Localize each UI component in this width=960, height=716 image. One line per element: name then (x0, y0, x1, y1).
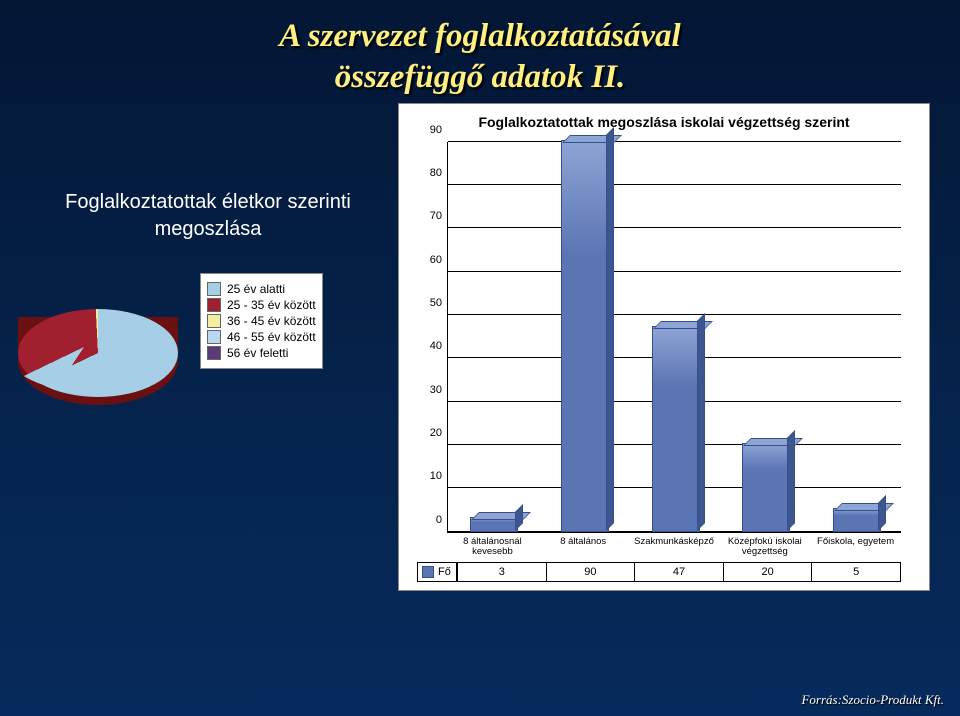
ytick-label: 60 (430, 254, 448, 266)
pie-chart (18, 273, 188, 433)
gridline (448, 184, 901, 185)
gridline (448, 314, 901, 315)
chart-row: Foglalkoztatottak életkor szerinti megos… (0, 99, 960, 592)
series-name: Fő (438, 566, 451, 578)
xtick-label: Középfokú iskolai végzettség (719, 537, 810, 559)
ytick-label: 30 (430, 384, 448, 396)
pie-legend-swatch (207, 282, 221, 296)
pie-wrap: 25 év alatti 25 - 35 év között 36 - 45 év … (18, 273, 398, 433)
ytick-label: 70 (430, 210, 448, 222)
bar (652, 326, 700, 532)
pie-legend-swatch (207, 346, 221, 360)
page-title: A szervezet foglalkoztatásával összefügg… (0, 0, 960, 99)
pie-legend-item: 56 év feletti (207, 346, 316, 360)
ytick-label: 0 (436, 514, 448, 526)
bar (833, 508, 881, 532)
pie-legend-swatch (207, 330, 221, 344)
bar-xaxis: 8 általánosnál kevesebb8 általánosSzakmu… (447, 537, 901, 559)
ytick-label: 80 (430, 167, 448, 179)
pie-exploded-slice (4, 303, 164, 391)
pie-panel: Foglalkoztatottak életkor szerinti megos… (18, 103, 398, 592)
bar-plot: 0102030405060708090 (447, 142, 901, 533)
ytick-label: 90 (430, 124, 448, 136)
series-swatch (422, 566, 434, 578)
data-table-cell: 20 (723, 563, 812, 581)
bar (470, 517, 518, 532)
source-text: Forrás:Szocio-Produkt Kft. (801, 692, 944, 708)
pie-legend-item: 36 - 45 év között (207, 314, 316, 328)
ytick-label: 10 (430, 470, 448, 482)
pie-legend-label: 25 év alatti (227, 282, 285, 296)
ytick-label: 40 (430, 340, 448, 352)
data-table-cell: 3 (457, 563, 546, 581)
pie-legend-label: 25 - 35 év között (227, 298, 316, 312)
data-table-cell: 90 (546, 563, 635, 581)
pie-legend-item: 46 - 55 év között (207, 330, 316, 344)
data-table-cell: 47 (634, 563, 723, 581)
data-table-series-label: Fő (418, 563, 457, 581)
xtick-label: Szakmunkásképző (629, 537, 720, 559)
xtick-label: 8 általános (538, 537, 629, 559)
pie-legend-swatch (207, 314, 221, 328)
gridline (448, 227, 901, 228)
xtick-label: 8 általánosnál kevesebb (447, 537, 538, 559)
xtick-label: Főiskola, egyetem (810, 537, 901, 559)
gridline (448, 141, 901, 142)
bar-panel: Foglalkoztatottak megoszlása iskolai vég… (398, 103, 930, 592)
title-line-1: A szervezet foglalkoztatásával (279, 18, 680, 54)
ytick-label: 50 (430, 297, 448, 309)
bar (742, 443, 790, 532)
pie-title: Foglalkoztatottak életkor szerinti megos… (18, 189, 398, 243)
data-table-cell: 5 (811, 563, 900, 581)
pie-legend-swatch (207, 298, 221, 312)
pie-legend-item: 25 - 35 év között (207, 298, 316, 312)
bar-title: Foglalkoztatottak megoszlása iskolai vég… (399, 104, 929, 136)
pie-legend-label: 46 - 55 év között (227, 330, 316, 344)
bar (561, 140, 609, 532)
pie-legend-item: 25 év alatti (207, 282, 316, 296)
pie-legend-label: 56 év feletti (227, 346, 288, 360)
pie-legend: 25 év alatti 25 - 35 év között 36 - 45 év … (200, 273, 323, 369)
ytick-label: 20 (430, 427, 448, 439)
bar-data-table: Fő 39047205 (417, 562, 901, 582)
title-line-2: összefüggő adatok II. (335, 59, 626, 95)
gridline (448, 271, 901, 272)
pie-legend-label: 36 - 45 év között (227, 314, 316, 328)
